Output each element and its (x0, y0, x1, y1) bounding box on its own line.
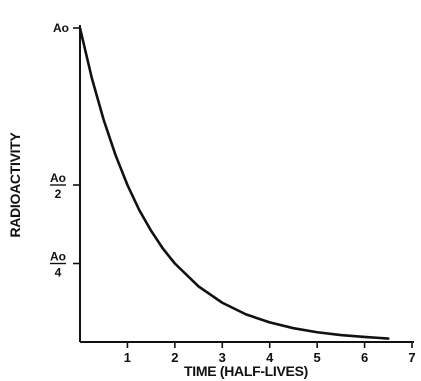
x-tick-label: 5 (314, 350, 321, 365)
x-tick-label: 7 (408, 350, 415, 365)
x-tick-label: 6 (361, 350, 368, 365)
y-tick-numerator: Ao (50, 171, 66, 185)
x-ticks: 1 2 3 4 5 6 7 (124, 342, 416, 365)
y-tick-numerator: Ao (50, 250, 66, 264)
x-axis-title: TIME (HALF-LIVES) (184, 363, 308, 379)
y-tick-denominator: 2 (55, 187, 62, 201)
y-tick-denominator: 4 (55, 266, 62, 280)
x-tick-label: 1 (124, 350, 131, 365)
series (78, 26, 390, 340)
decay-curve (78, 26, 390, 340)
y-tick-label: Ao (53, 21, 69, 35)
x-tick-label: 4 (266, 350, 274, 365)
y-axis-title: RADIOACTIVITY (7, 132, 23, 238)
x-tick-label: 3 (219, 350, 226, 365)
y-ticks: Ao Ao 2 Ao 4 (50, 21, 80, 280)
axes (79, 25, 414, 343)
x-tick-label: 2 (171, 350, 178, 365)
